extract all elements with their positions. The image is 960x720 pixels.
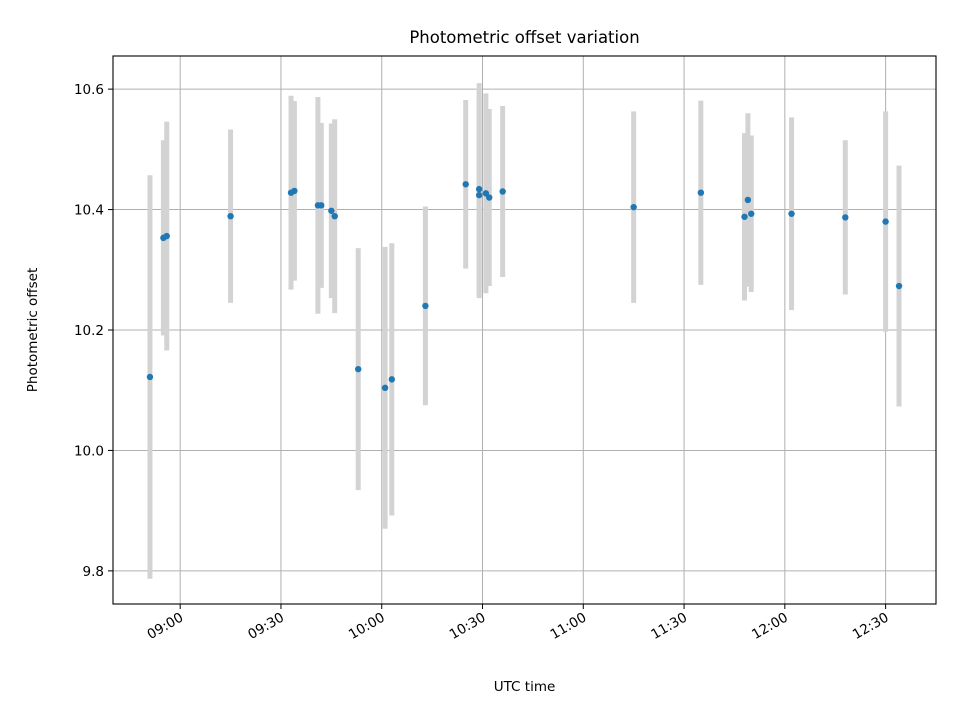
- data-point: [744, 196, 752, 204]
- data-point: [882, 218, 889, 225]
- data-point: [475, 185, 483, 193]
- data-point: [788, 210, 795, 217]
- data-point: [697, 189, 705, 196]
- data-point: [291, 187, 298, 195]
- data-point: [462, 181, 469, 188]
- data-point: [486, 194, 493, 201]
- y-tick-label: 10.6: [74, 82, 104, 98]
- data-point: [422, 302, 429, 310]
- data-point: [328, 207, 335, 214]
- data-point: [475, 191, 483, 199]
- data-points: [146, 181, 903, 392]
- data-point: [630, 203, 637, 211]
- data-point: [381, 384, 389, 392]
- chart-title: Photometric offset variation: [409, 28, 639, 47]
- y-tick-label: 10.2: [74, 323, 104, 339]
- data-point: [318, 202, 325, 209]
- data-point: [842, 214, 849, 221]
- data-point: [388, 376, 396, 383]
- data-point: [146, 373, 154, 381]
- y-axis-label: Photometric offset: [25, 268, 41, 392]
- data-point: [895, 282, 903, 290]
- data-point: [227, 212, 234, 220]
- data-point: [748, 210, 755, 217]
- data-point: [499, 188, 506, 195]
- data-point: [331, 212, 338, 220]
- data-point: [355, 365, 362, 373]
- data-point: [163, 232, 170, 240]
- y-tick-label: 10.4: [74, 203, 104, 219]
- y-tick-label: 10.0: [74, 443, 104, 459]
- y-axis-ticks: 9.8 10.0 10.2 10.4 10.6: [74, 82, 113, 580]
- y-tick-label: 9.8: [83, 564, 104, 580]
- data-point: [741, 213, 748, 220]
- x-axis-label: UTC time: [494, 679, 556, 695]
